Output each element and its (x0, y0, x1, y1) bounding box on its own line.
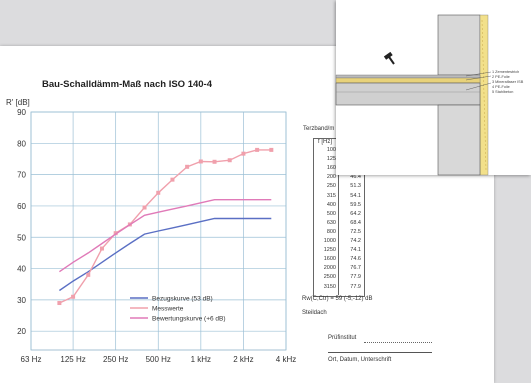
x-tick-label: 250 Hz (103, 355, 128, 364)
table-freq-cell: 3150 (323, 283, 336, 290)
table-freq-cell: 2500 (323, 274, 336, 281)
table-freq-cell: 250 (326, 183, 336, 190)
y-tick-label: 90 (17, 108, 26, 117)
data-point (269, 147, 274, 152)
table-freq-cell: 1000 (323, 238, 336, 244)
table-freq-cell: 800 (326, 228, 336, 235)
table-value-cell: 68.4 (350, 219, 361, 226)
data-point (185, 164, 190, 169)
data-point (99, 246, 104, 251)
table-divider (338, 138, 339, 295)
table-value-cell: 74.1 (350, 247, 361, 254)
series-line-3 (59, 199, 272, 273)
detail-legend-item: 1 Zementestrich (492, 70, 520, 74)
detail-legend-item: 3 Mineralfaser ISB (492, 80, 524, 84)
series-line-2 (59, 149, 272, 304)
y-tick-label: 60 (17, 202, 26, 211)
table-value-cell: 72.5 (350, 228, 361, 235)
table-value-cell: 54.1 (350, 192, 361, 199)
data-point (241, 151, 246, 156)
floor-detail-drawing (335, 14, 492, 176)
sound-insulation-chart: 20 30 40 50 60 70 80 90 63 Hz 125 Hz 250 Hz 500 Hz 1… (17, 108, 296, 364)
element-label: Steildach (302, 310, 327, 316)
table-value-cell: 46.4 (350, 174, 361, 181)
table-freq-cell: 125 (326, 156, 336, 163)
y-axis-label: R' [dB] (6, 98, 30, 107)
data-point (57, 301, 62, 306)
data-point (227, 158, 232, 163)
data-point (198, 159, 203, 164)
table-value-cell: 74.2 (350, 238, 361, 244)
rating-value: Rw(C;Ctr) = 59 (-5;-12) dB (302, 296, 373, 302)
table-col-header: f [Hz] (318, 139, 333, 145)
signature-institute-label: Prüfinstitut (328, 335, 357, 341)
signature-date-label: Ort, Datum, Unterschrift (328, 357, 392, 363)
table-freq-cell: 160 (326, 165, 336, 172)
table-value-cell: 74.6 (350, 256, 361, 263)
date-line (328, 352, 432, 353)
x-tick-label: 1 kHz (191, 355, 211, 364)
table-freq-cell: 500 (326, 210, 336, 217)
x-tick-label: 2 kHz (233, 355, 253, 364)
table-value-cell: 77.9 (350, 283, 361, 290)
table-freq-cell: 2000 (323, 265, 336, 272)
data-point (71, 294, 76, 299)
insulation-strip (479, 14, 489, 176)
data-point (212, 159, 217, 164)
table-value-cell: 76.7 (350, 265, 361, 272)
table-freq-cell: 630 (326, 219, 336, 226)
y-tick-label: 20 (17, 327, 26, 336)
detail-legend-item: 5 Stahlbeton (492, 90, 514, 94)
detail-legend-item: 4 PE-Folie (492, 85, 510, 89)
table-value-cell: 59.5 (350, 201, 361, 208)
screed-layer (335, 74, 481, 79)
table-value-cell: 51.3 (350, 183, 361, 190)
detail-legend-item: 2 PE-Folie (492, 75, 510, 79)
x-tick-label: 63 Hz (21, 355, 42, 364)
wall-lower (437, 104, 481, 176)
table-freq-cell: 400 (326, 201, 336, 208)
data-point (113, 231, 118, 236)
table-header: Terzband/m (303, 126, 335, 132)
data-point (86, 272, 91, 277)
construction-detail-sheet: 1 Zementestrich 2 PE-Folie 3 Mineralfaser … (335, 0, 531, 176)
y-tick-label: 80 (17, 139, 26, 148)
x-tick-label: 500 Hz (146, 355, 171, 364)
data-point (255, 147, 260, 152)
x-tick-label: 125 Hz (60, 355, 85, 364)
series-line-1 (59, 217, 272, 292)
y-tick-label: 50 (17, 233, 26, 242)
legend-label: Bezugskurve (53 dB) (152, 296, 213, 303)
concrete-slab (335, 82, 481, 106)
table-freq-cell: 1600 (323, 256, 336, 263)
data-point (156, 190, 161, 195)
fibre-layer (335, 77, 481, 84)
table-value-cell: 64.2 (350, 210, 361, 217)
wall-upper (437, 14, 481, 76)
table-value-cell: 77.9 (350, 274, 361, 281)
y-tick-label: 70 (17, 171, 26, 180)
x-tick-label: 4 kHz (276, 355, 296, 364)
table-freq-cell: 100 (326, 147, 336, 153)
table-freq-cell: 1250 (323, 247, 336, 254)
y-tick-label: 40 (17, 265, 26, 274)
legend-label: Messwerte (152, 306, 184, 313)
table-freq-cell: 315 (326, 192, 336, 199)
chart-title: Bau-Schalldämm-Maß nach ISO 140-4 (42, 79, 212, 90)
data-point (170, 177, 175, 182)
table-freq-cell: 200 (326, 174, 336, 181)
data-point (142, 205, 147, 210)
signature-line (364, 342, 432, 343)
legend-label: Bewertungskurve (+6 dB) (152, 316, 226, 323)
y-tick-label: 30 (17, 296, 26, 305)
hammer-icon (383, 51, 395, 65)
